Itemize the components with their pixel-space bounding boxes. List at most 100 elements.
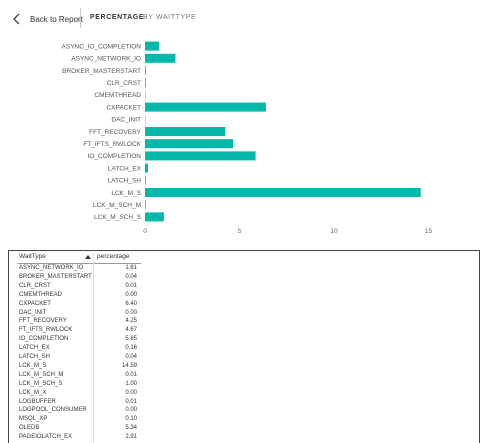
category-label: DAC_INIT: [111, 117, 141, 124]
table-row[interactable]: MSQL_XP 0.10: [9, 416, 149, 424]
table-row[interactable]: BROKER_MASTERSTART 0.04: [9, 274, 149, 282]
column-header-waittype[interactable]: WaitType: [19, 253, 46, 263]
bar[interactable]: [145, 164, 148, 173]
bar[interactable]: [145, 127, 225, 136]
table-row[interactable]: CLR_CRST 0.01: [9, 283, 149, 291]
bar[interactable]: [145, 151, 256, 160]
cell-percentage: 0.10: [97, 416, 137, 422]
table-row[interactable]: LOGPOOL_CONSUMER 0.00: [9, 407, 149, 415]
cell-percentage: 5.85: [97, 336, 137, 342]
cell-percentage: 1.61: [97, 265, 137, 271]
cell-waittype: FT_IFTS_RWLOCK: [19, 327, 72, 333]
table-row[interactable]: LCK_M_S 14.59: [9, 363, 149, 371]
cell-percentage: 0.16: [97, 345, 137, 351]
cell-waittype: DAC_INIT: [19, 310, 46, 316]
category-label: LCK_M_SCH_M: [93, 202, 141, 209]
cell-waittype: OLEDB: [19, 425, 39, 431]
cell-waittype: ASYNC_NETWORK_IO: [19, 265, 83, 271]
cell-waittype: CMEMTHREAD: [19, 292, 62, 298]
bar[interactable]: [145, 103, 266, 112]
cell-percentage: 5.34: [97, 425, 137, 431]
table-row[interactable]: LOGBUFFER 0.01: [9, 399, 149, 407]
cell-percentage: 0.00: [97, 390, 137, 396]
bar[interactable]: [145, 42, 159, 51]
back-to-report-button[interactable]: Back to Report: [10, 11, 83, 27]
table-row[interactable]: LATCH_EX 0.16: [9, 345, 149, 353]
cell-waittype: CLR_CRST: [19, 283, 51, 289]
table-row[interactable]: DAC_INIT 0.00: [9, 310, 149, 318]
cell-percentage: 0.04: [97, 354, 137, 360]
category-label: FFT_RECOVERY: [89, 129, 142, 136]
cell-percentage: 2.91: [97, 434, 137, 440]
table-row[interactable]: FT_IFTS_RWLOCK 4.67: [9, 327, 149, 335]
cell-waittype: LCK_M_X: [19, 390, 46, 396]
cell-percentage: 6.40: [97, 301, 137, 307]
cell-percentage: 0.04: [97, 274, 137, 280]
table-row[interactable]: OLEDB 5.34: [9, 425, 149, 433]
x-tick-label: 5: [238, 228, 242, 235]
cell-waittype: LCK_M_SCH_S: [19, 381, 62, 387]
cell-waittype: LCK_M_SCH_M: [19, 372, 63, 378]
top-bar: Back to Report PERCENTAGE BY WAITTYPE: [0, 0, 489, 36]
bar[interactable]: [145, 176, 146, 185]
category-labels: ASYNC_IO_COMPLETIONASYNC_NETWORK_IOBROKE…: [62, 43, 142, 221]
column-header-percentage[interactable]: percentage: [97, 253, 130, 263]
table-row[interactable]: ASYNC_NETWORK_IO 1.61: [9, 265, 149, 273]
category-label: CXPACKET: [106, 104, 141, 111]
bar[interactable]: [145, 78, 146, 87]
bar-chart: ASYNC_IO_COMPLETIONASYNC_NETWORK_IOBROKE…: [0, 36, 489, 246]
header-divider: [17, 263, 141, 264]
category-label: LCK_M_S: [111, 190, 141, 197]
back-to-report-label: Back to Report: [30, 15, 83, 24]
cell-percentage: 1.00: [97, 381, 137, 387]
bar[interactable]: [145, 54, 175, 63]
bars: [145, 42, 421, 222]
cell-waittype: LCK_M_S: [19, 363, 46, 369]
category-label: CMEMTHREAD: [94, 92, 141, 99]
cell-waittype: BROKER_MASTERSTART: [19, 274, 92, 280]
cell-percentage: 0.00: [97, 310, 137, 316]
toolbar-divider: [80, 8, 81, 28]
cell-percentage: 0.01: [97, 399, 137, 405]
bar[interactable]: [145, 212, 164, 221]
cell-percentage: 4.25: [97, 318, 137, 324]
cell-percentage: 14.59: [97, 363, 137, 369]
table-row[interactable]: LCK_M_X 0.00: [9, 390, 149, 398]
tab-by-waittype[interactable]: BY WAITTYPE: [143, 14, 196, 21]
cell-percentage: 4.67: [97, 327, 137, 333]
tab-percentage[interactable]: PERCENTAGE: [90, 14, 144, 21]
table-row[interactable]: CMEMTHREAD 0.00: [9, 292, 149, 300]
cell-waittype: FFT_RECOVERY: [19, 318, 67, 324]
x-tick-label: 0: [143, 228, 147, 235]
category-label: LATCH_SH: [108, 178, 142, 185]
cell-percentage: 0.01: [97, 283, 137, 289]
chevron-left-icon: [10, 12, 24, 26]
x-tick-label: 10: [330, 228, 338, 235]
cell-waittype: LOGPOOL_CONSUMER: [19, 407, 87, 413]
table-row[interactable]: CXPACKET 6.40: [9, 301, 149, 309]
cell-waittype: LATCH_EX: [19, 345, 50, 351]
category-label: LATCH_EX: [108, 165, 142, 172]
bar[interactable]: [145, 188, 421, 197]
table-row[interactable]: LCK_M_SCH_S 1.00: [9, 381, 149, 389]
table-row[interactable]: FFT_RECOVERY 4.25: [9, 318, 149, 326]
cell-percentage: 0.00: [97, 407, 137, 413]
bar[interactable]: [145, 139, 233, 148]
cell-waittype: CXPACKET: [19, 301, 51, 307]
bar[interactable]: [145, 66, 146, 75]
category-label: FT_IFTS_RWLOCK: [83, 141, 141, 148]
data-table: WaitType percentage ASYNC_NETWORK_IO 1.61…: [8, 250, 480, 443]
cell-percentage: 0.00: [97, 292, 137, 298]
bar[interactable]: [145, 200, 146, 209]
category-label: ASYNC_IO_COMPLETION: [62, 43, 142, 50]
sort-ascending-icon[interactable]: [85, 255, 91, 259]
cell-waittype: LOGBUFFER: [19, 399, 56, 405]
category-label: CLR_CRST: [107, 80, 141, 87]
category-label: LCK_M_SCH_S: [94, 214, 142, 221]
cell-waittype: MSQL_XP: [19, 416, 47, 422]
